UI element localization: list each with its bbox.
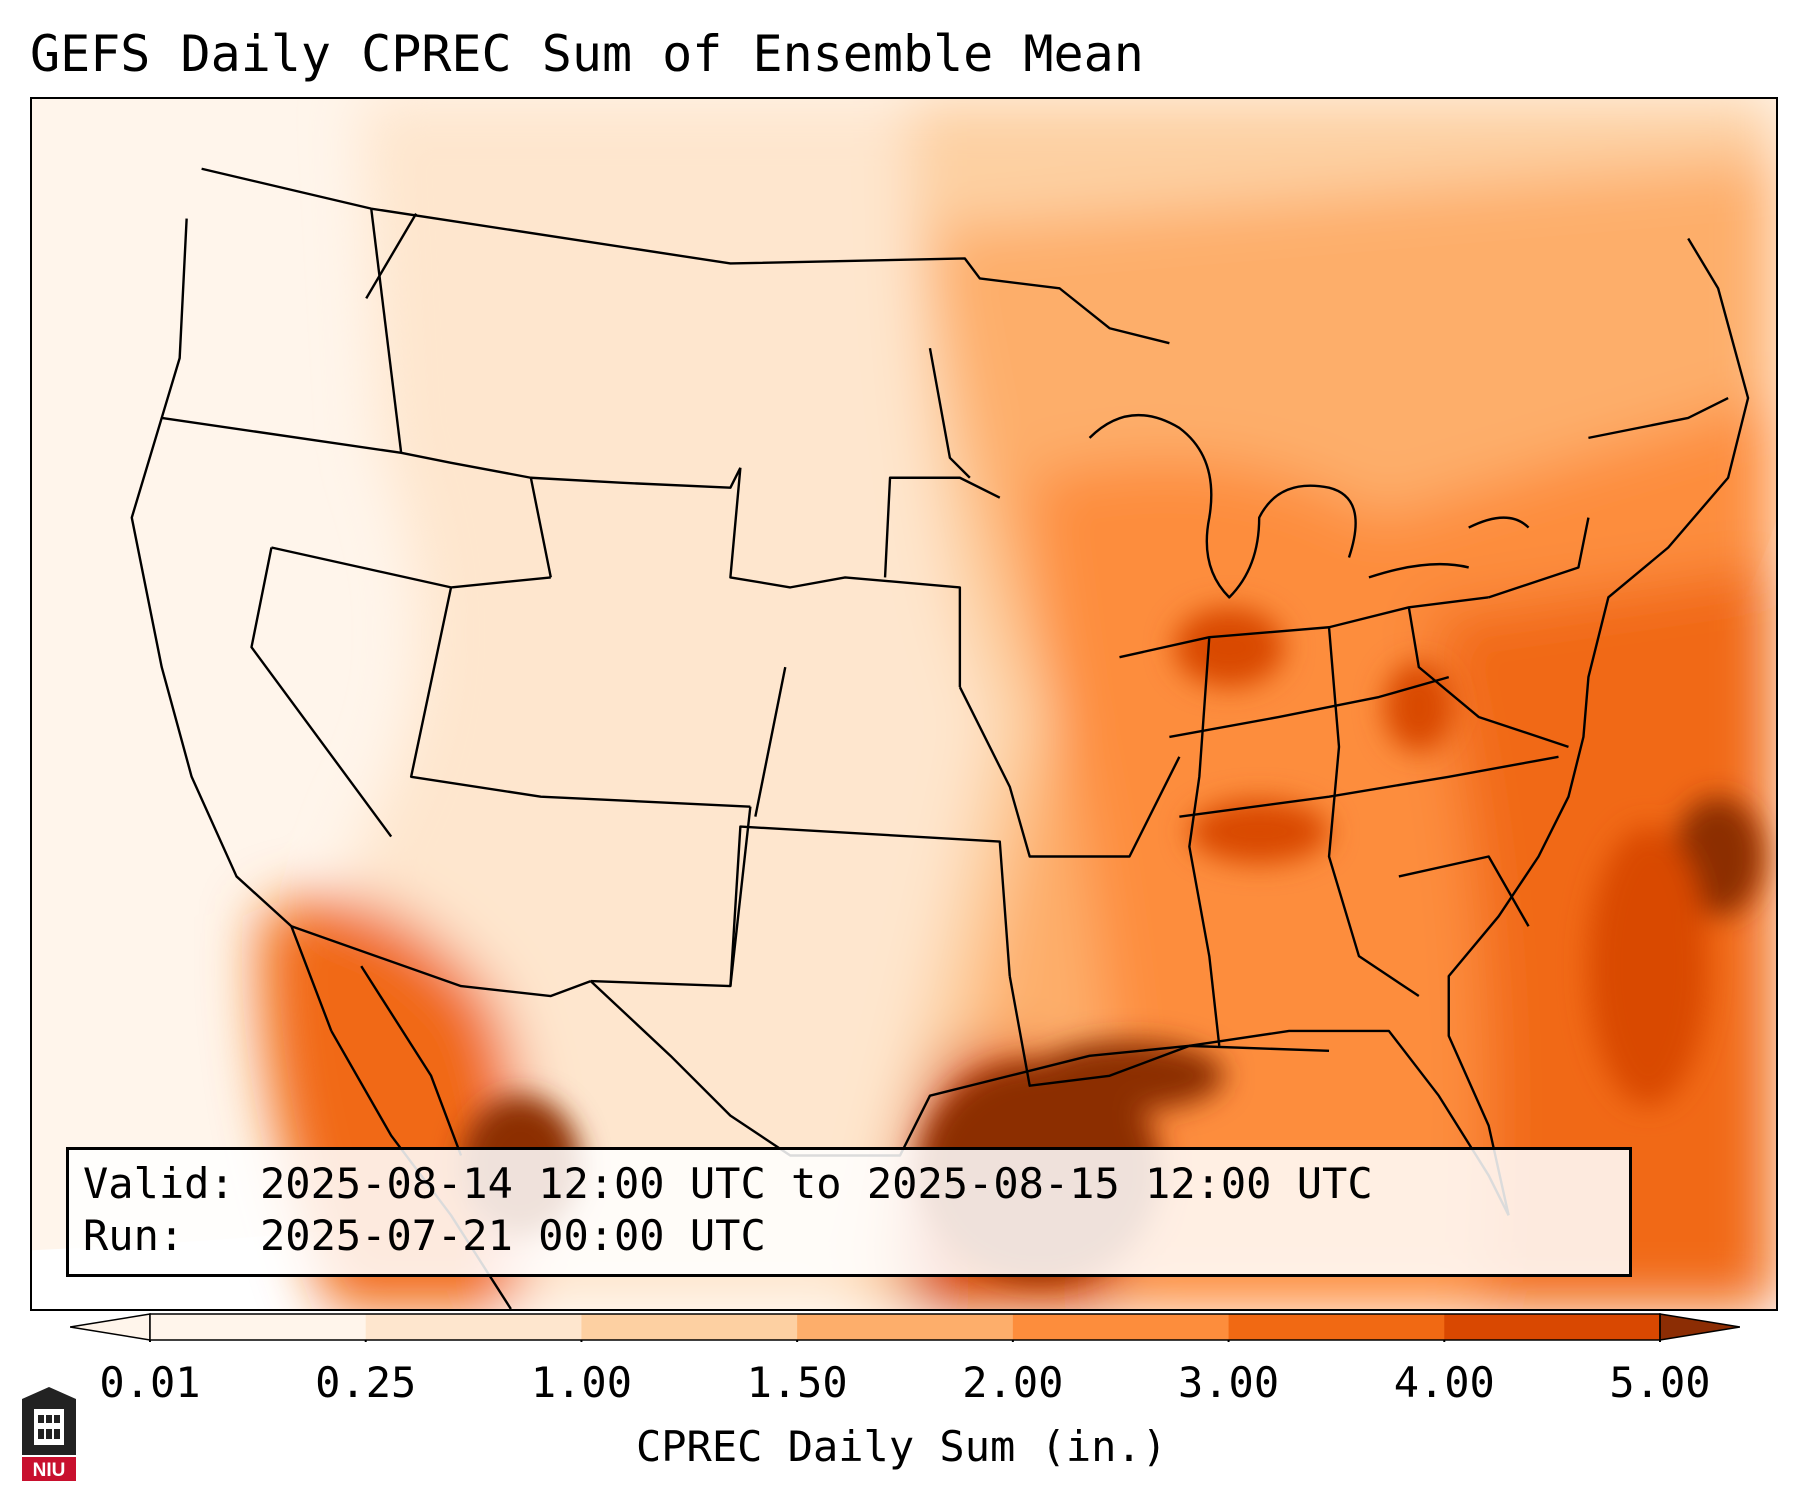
tick-label: 0.01 [99,1358,201,1407]
atlantic-coast [1447,237,1750,1216]
valid-label: Valid: [83,1159,235,1208]
pacific-coast [130,218,333,1032]
colorbar-bin [581,1314,798,1340]
colorbar-label: CPREC Daily Sum (in.) [635,1422,1167,1471]
valid-time-range: 2025-08-14 12:00 UTC to 2025-08-15 12:00… [260,1159,1373,1208]
colorbar-bin [1012,1314,1230,1340]
colorbar-bins [150,1314,1661,1340]
niu-logo: NIU [22,1387,76,1481]
map-title: GEFS Daily CPREC Sum of Ensemble Mean [30,25,1144,83]
precip-field [32,99,1776,1309]
run-time: 2025-07-21 00:00 UTC [260,1211,766,1260]
tick-label: 5.00 [1609,1358,1711,1407]
canada-border-west [201,167,1170,345]
colorbar-bin [150,1314,367,1340]
run-label: Run: [83,1211,235,1260]
colorbar-over-triangle [1659,1313,1740,1341]
colorbar-bin [365,1314,582,1340]
gulf-coast [589,980,1510,1216]
niu-tower-icon [22,1387,76,1481]
tick-label: 2.00 [962,1358,1064,1407]
valid-run-box: Valid: 2025-08-14 12:00 UTC to 2025-08-1… [66,1147,1632,1277]
colorbar [70,1313,1740,1342]
mexico-border [291,925,592,998]
precip-map [30,97,1778,1311]
colorbar-bin [1444,1314,1661,1340]
niu-logo-text: NIU [33,1460,66,1481]
tick-label: 1.50 [746,1358,848,1407]
colorbar-under-triangle [70,1313,151,1341]
colorbar-ticks [149,1340,1661,1342]
tick-label: 4.00 [1393,1358,1495,1407]
colorbar-bin [1228,1314,1445,1340]
tick-label: 3.00 [1177,1358,1280,1407]
colorbar-outline [149,1313,1661,1341]
tick-label: 1.00 [530,1358,632,1407]
tick-label: 0.25 [315,1358,417,1407]
state-boundaries [130,167,1750,1309]
great-lakes-shore [1088,413,1530,599]
colorbar-bin [797,1314,1014,1340]
